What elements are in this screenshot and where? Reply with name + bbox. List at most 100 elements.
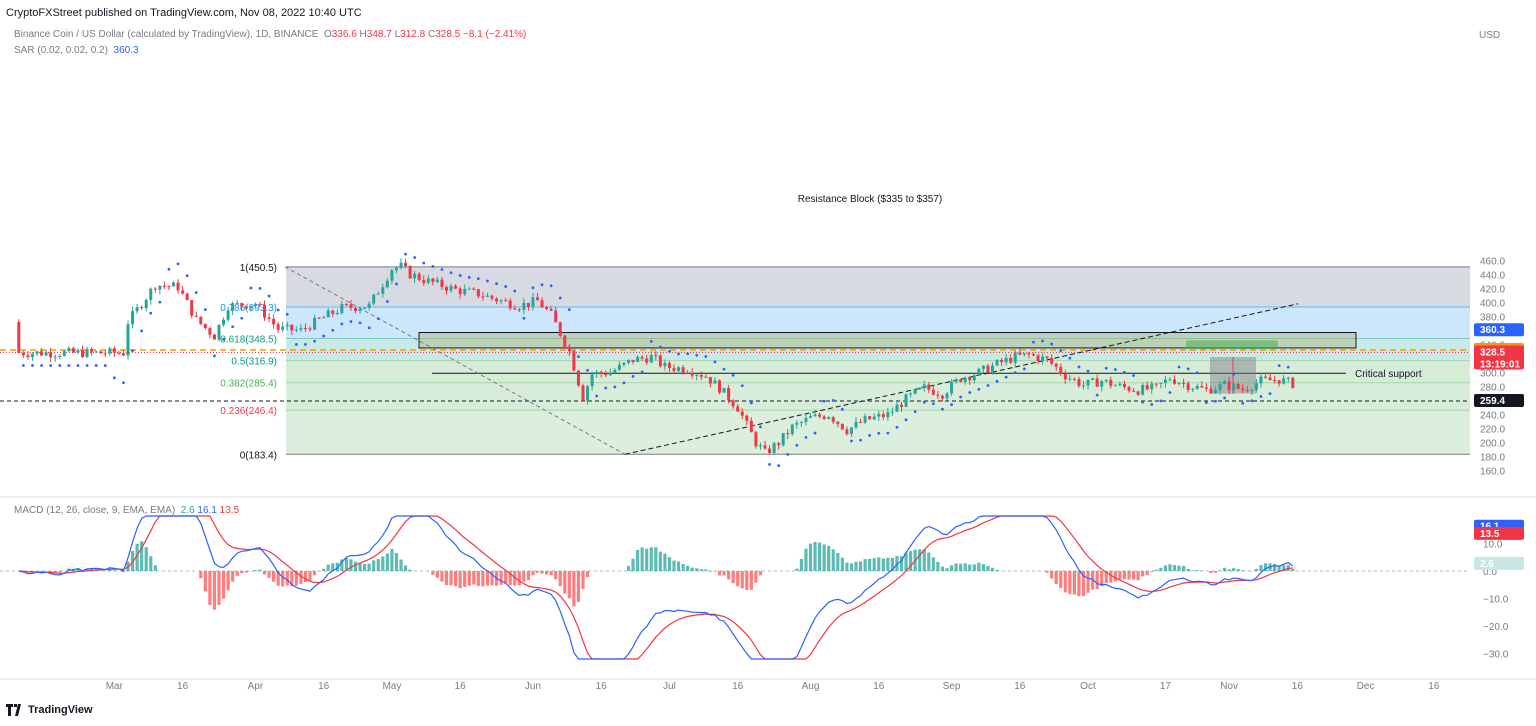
macd-histogram-bar — [954, 563, 958, 571]
macd-histogram-bar — [99, 570, 103, 571]
high-value: 348.7 — [366, 29, 392, 40]
candle-body — [240, 303, 244, 307]
candle-body — [81, 350, 84, 357]
candle-body — [790, 424, 794, 435]
candle-body — [904, 394, 908, 407]
time-axis-label: Oct — [1080, 681, 1096, 692]
macd-histogram-bar — [645, 548, 649, 571]
macd-histogram-bar — [986, 565, 990, 571]
macd-histogram-bar — [208, 571, 212, 605]
candle-body — [1291, 377, 1295, 388]
sar-legend[interactable]: SAR (0.02, 0.02, 0.2) 360.3 — [14, 45, 139, 56]
candle-body — [991, 365, 994, 373]
price-tag-bg — [1474, 345, 1524, 370]
time-axis-label: 16 — [732, 681, 744, 692]
candle-body — [863, 416, 867, 423]
candle-body — [581, 385, 585, 401]
candle-body — [404, 262, 408, 267]
candle-body — [1209, 388, 1213, 394]
macd-histogram-bar — [845, 562, 849, 571]
sar-dot — [840, 407, 844, 411]
macd-histogram-bar — [454, 571, 458, 587]
sar-dot — [1132, 374, 1135, 377]
macd-histogram-bar — [804, 548, 808, 571]
candle-body — [909, 393, 913, 395]
macd-axis-label: −30.0 — [1483, 650, 1509, 661]
sar-dot — [1059, 349, 1063, 353]
sar-dot — [668, 349, 671, 353]
candle-body — [649, 355, 653, 363]
macd-histogram-bar — [981, 564, 985, 571]
sar-dot — [185, 274, 189, 278]
macd-histogram-bar — [221, 571, 226, 599]
price-tag-bg — [1474, 323, 1524, 337]
tradingview-footer[interactable]: TradingView — [6, 704, 93, 716]
sar-dot — [950, 403, 953, 407]
candle-body — [1109, 379, 1113, 386]
macd-legend[interactable]: MACD (12, 26, close, 9, EMA, EMA) 2.6 16… — [14, 505, 239, 516]
candle-body — [1104, 379, 1108, 382]
sar-dot — [122, 381, 125, 385]
macd-histogram-bar — [149, 556, 153, 571]
macd-histogram-bar — [881, 558, 885, 571]
price-tag: 259.4 — [1480, 396, 1505, 407]
macd-histogram-bar — [235, 571, 239, 576]
sar-dot — [486, 279, 489, 283]
macd-histogram-bar — [76, 568, 80, 571]
candle-body — [754, 432, 758, 447]
candle-body — [149, 288, 153, 300]
sar-dot — [240, 316, 244, 320]
sar-dot — [231, 325, 235, 329]
candle-body — [172, 282, 175, 287]
sar-dot — [40, 364, 43, 367]
time-axis-label: 17 — [1160, 681, 1172, 692]
candle-body — [440, 279, 444, 288]
macd-histogram-bar — [699, 569, 703, 571]
sar-dot — [1004, 375, 1008, 379]
sar-dot — [1186, 367, 1190, 371]
candle-body — [135, 307, 139, 312]
candle-body — [918, 387, 922, 390]
candle-body — [272, 318, 276, 325]
macd-histogram-bar — [940, 566, 945, 571]
macd-histogram-bar — [822, 544, 826, 571]
macd-histogram-bar — [1127, 571, 1131, 580]
macd-histogram-bar — [904, 552, 908, 571]
macd-histogram-bar — [922, 549, 926, 571]
candle-body — [76, 350, 80, 353]
candle-body — [1241, 388, 1245, 391]
sar-dot — [1232, 372, 1236, 376]
candle-body — [927, 384, 931, 390]
macd-histogram-bar — [344, 558, 348, 571]
macd-histogram-bar — [667, 557, 672, 571]
candle-body — [745, 415, 749, 421]
sar-dot — [1168, 391, 1172, 394]
symbol-legend[interactable]: Binance Coin / US Dollar (calculated by … — [14, 29, 526, 40]
macd-histogram-bar — [1236, 569, 1240, 571]
macd-histogram-bar — [303, 571, 308, 583]
candle-body — [986, 365, 990, 373]
macd-histogram-bar — [672, 560, 676, 571]
sar-dot — [1159, 399, 1163, 403]
sar-dot — [622, 381, 626, 385]
candle-body — [1186, 383, 1190, 390]
candle-body — [822, 416, 826, 419]
sar-dot — [276, 308, 280, 312]
candle-body — [677, 367, 681, 371]
candle-body — [203, 323, 207, 329]
candle-body — [886, 412, 890, 418]
macd-histogram-bar — [1259, 565, 1263, 571]
macd-tag-bg — [1474, 556, 1524, 570]
candle-body — [349, 304, 353, 309]
macd-histogram-bar — [312, 571, 317, 576]
candle-body — [849, 427, 853, 434]
macd-histogram-bar — [499, 571, 503, 585]
macd-histogram-bar — [931, 557, 935, 571]
price-axis-label: 440.0 — [1480, 270, 1505, 281]
macd-histogram-bar — [367, 563, 371, 571]
sar-dot — [959, 395, 963, 399]
candle-body — [699, 374, 703, 377]
candle-body — [308, 328, 312, 330]
candle-body — [963, 377, 967, 382]
